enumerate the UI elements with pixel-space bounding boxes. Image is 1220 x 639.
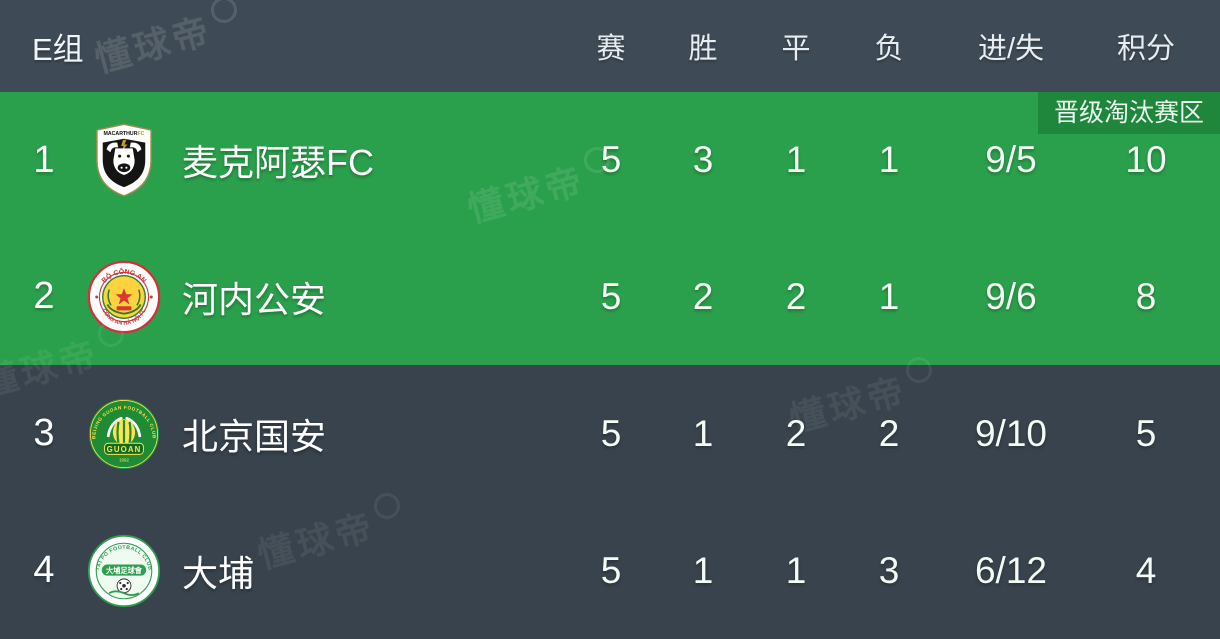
team-name: 北京国安 xyxy=(182,415,327,457)
svg-text:大埔足球會: 大埔足球會 xyxy=(106,565,143,574)
stat-lost: 1 xyxy=(878,139,900,181)
stat-drawn: 2 xyxy=(785,412,807,454)
stat-points: 8 xyxy=(1135,275,1157,317)
stat-goals: 9/6 xyxy=(985,275,1037,317)
column-played: 赛 xyxy=(596,33,626,65)
stat-drawn: 2 xyxy=(785,275,807,317)
rank-number: 4 xyxy=(33,549,55,591)
stat-goals: 9/5 xyxy=(985,139,1037,181)
table-row-tai-po[interactable]: 4 TAI PO FOOTBALL CLUB 大埔足球會 xyxy=(0,502,1220,639)
column-drawn: 平 xyxy=(781,33,811,65)
svg-text:MACARTHURFC: MACARTHURFC xyxy=(104,131,145,137)
stat-won: 1 xyxy=(692,412,714,454)
rank-number: 1 xyxy=(33,138,55,181)
column-lost: 负 xyxy=(874,33,904,65)
stat-drawn: 1 xyxy=(785,549,807,591)
qualification-zone: 晋级淘汰赛区 1 MACARTHURFC xyxy=(0,92,1220,365)
stat-points: 4 xyxy=(1135,549,1157,591)
column-points: 积分 xyxy=(1116,33,1175,65)
macarthur-fc-crest-icon: MACARTHURFC xyxy=(86,122,162,198)
table-row-cong-an-ha-noi[interactable]: 2 BỘ CÔNG AN CÔNG AN HÀ xyxy=(0,229,1220,366)
stat-played: 5 xyxy=(600,139,622,181)
table-row-beijing-guoan[interactable]: 3 BEIJING GUOAN FOOTBALL CLUB xyxy=(0,365,1220,502)
stat-played: 5 xyxy=(600,549,622,591)
stat-played: 5 xyxy=(600,412,622,454)
standings-lower-zone: 3 BEIJING GUOAN FOOTBALL CLUB xyxy=(0,365,1220,639)
svg-text:1992: 1992 xyxy=(119,457,129,462)
stat-points: 5 xyxy=(1135,412,1157,454)
team-name: 河内公安 xyxy=(182,278,327,320)
stat-goals: 9/10 xyxy=(974,412,1047,454)
svg-text:GUOAN: GUOAN xyxy=(107,445,142,454)
stat-goals: 6/12 xyxy=(974,549,1047,591)
column-won: 胜 xyxy=(688,33,718,65)
beijing-guoan-crest-icon: BEIJING GUOAN FOOTBALL CLUB GUOAN 1992 xyxy=(86,396,162,472)
stat-drawn: 1 xyxy=(785,139,807,181)
tai-po-crest-icon: TAI PO FOOTBALL CLUB 大埔足球會 xyxy=(86,533,162,609)
column-goals: 进/失 xyxy=(977,33,1045,65)
rank-number: 3 xyxy=(33,412,55,454)
stat-lost: 1 xyxy=(878,275,900,317)
team-name: 大埔 xyxy=(182,552,255,594)
group-title: E组 xyxy=(32,31,84,67)
team-name: 麦克阿瑟FC xyxy=(182,142,374,184)
stat-won: 1 xyxy=(692,549,714,591)
stat-lost: 2 xyxy=(878,412,900,454)
standings-header-row: E组 赛 胜 平 负 进/失 积分 xyxy=(0,0,1220,92)
stat-points: 10 xyxy=(1125,139,1167,181)
stat-lost: 3 xyxy=(878,549,900,591)
cong-an-ha-noi-crest-icon: BỘ CÔNG AN CÔNG AN HÀ NỘI FC xyxy=(86,259,162,335)
rank-number: 2 xyxy=(33,275,55,318)
qualification-zone-badge: 晋级淘汰赛区 xyxy=(1037,92,1220,134)
stat-played: 5 xyxy=(600,275,622,317)
table-row-macarthur-fc[interactable]: 1 MACARTHURFC xyxy=(0,92,1220,229)
stat-won: 2 xyxy=(692,275,714,317)
stat-won: 3 xyxy=(692,139,714,181)
